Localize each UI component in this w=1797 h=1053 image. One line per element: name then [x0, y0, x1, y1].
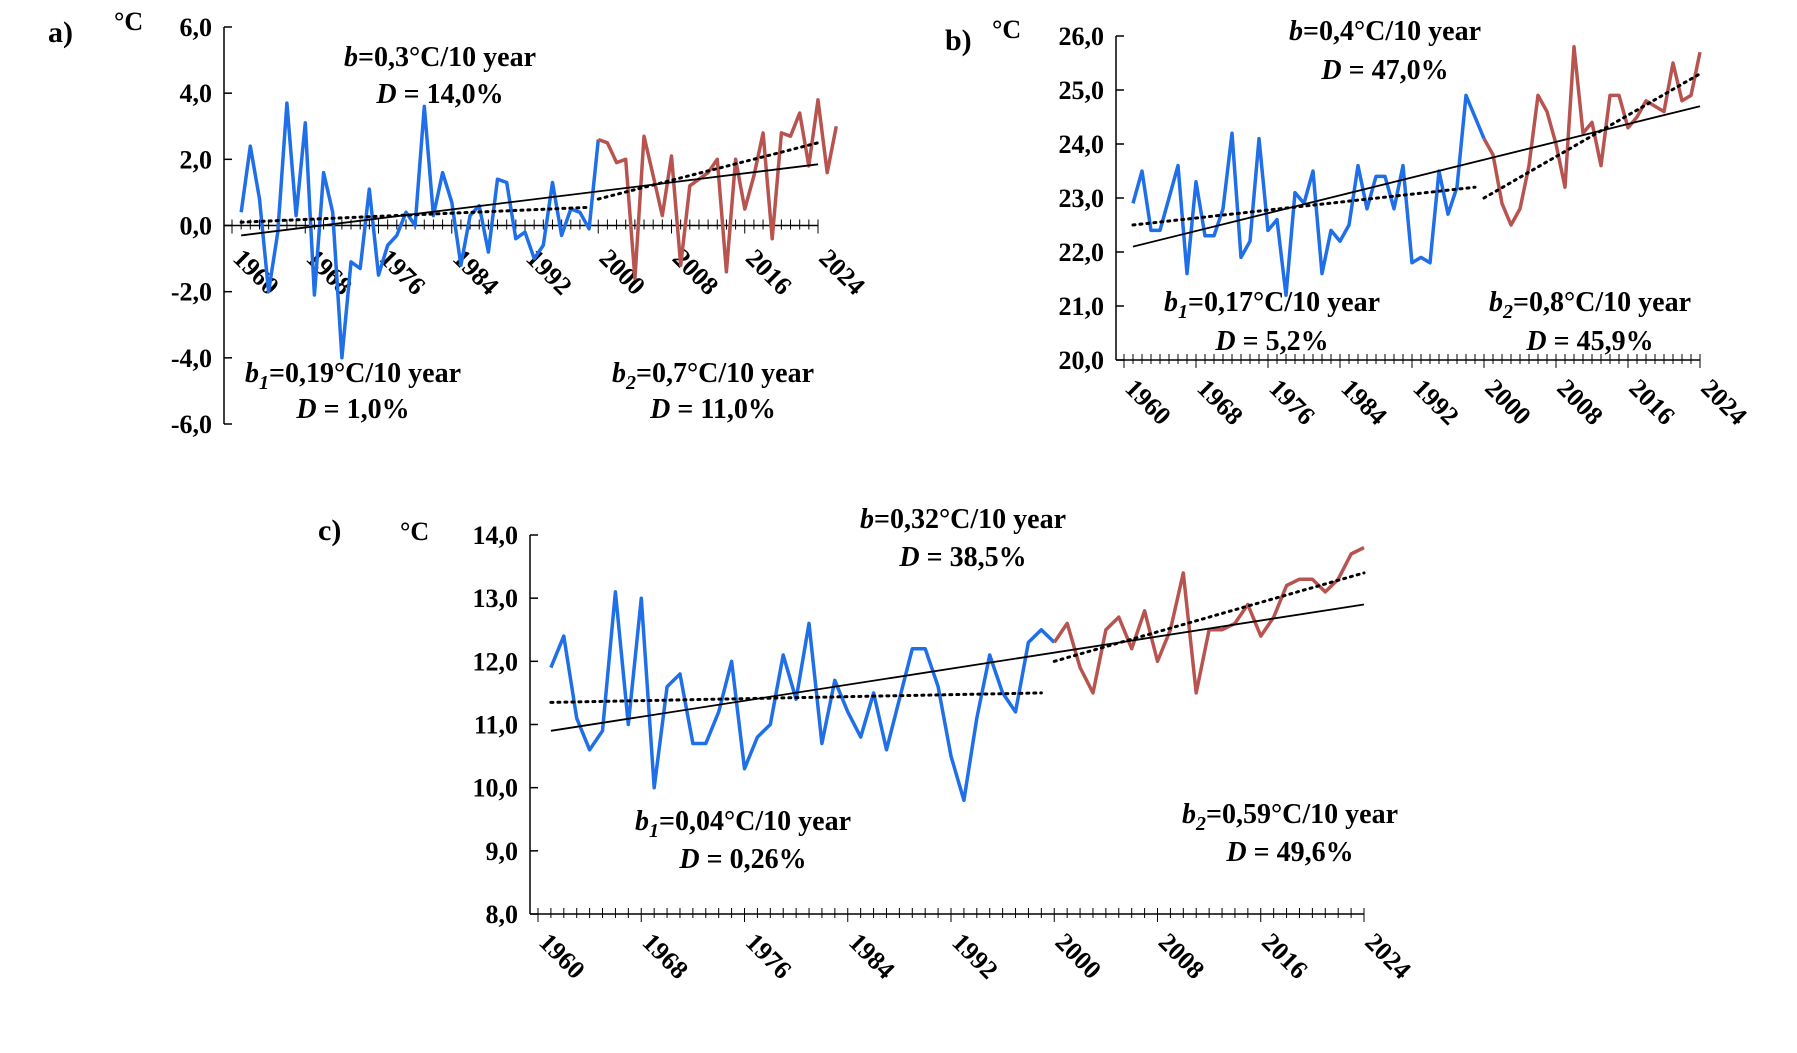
period1-determination-b: D = 5,2% — [1214, 326, 1328, 357]
trend-line-overall — [241, 163, 819, 237]
trend-line-period1 — [549, 691, 1043, 704]
period1-determination-a: D = 1,0% — [295, 394, 409, 425]
y-unit-label-c: °C — [400, 517, 429, 546]
period2-slope-b: b2=0,8°C/10 year — [1489, 287, 1691, 323]
overall-slope-b: b=0,4°C/10 year — [1289, 16, 1481, 47]
y-tick-label: 4,0 — [180, 79, 213, 108]
trend-line-period1 — [1131, 185, 1477, 227]
panel-label-a: a) — [48, 16, 73, 49]
y-tick-label: -4,0 — [171, 344, 212, 373]
series-line-1960-1999 — [549, 590, 1056, 803]
y-unit-label-a: °C — [114, 7, 143, 36]
series-line-2000-2024 — [1052, 546, 1365, 695]
y-tick-label: -2,0 — [171, 278, 212, 307]
period1-slope-c: b1=0,04°C/10 year — [635, 806, 851, 842]
y-tick-label: 9,0 — [486, 837, 519, 866]
period1-slope-a: b1=0,19°C/10 year — [245, 358, 461, 394]
period2-determination-c: D = 49,6% — [1225, 837, 1353, 868]
overall-determination-b: D = 47,0% — [1320, 55, 1448, 86]
trend-line-period2 — [596, 141, 820, 201]
overall-slope-c: b=0,32°C/10 year — [860, 504, 1066, 535]
y-tick-label: -6,0 — [171, 410, 212, 439]
y-tick-label: 26,0 — [1059, 22, 1105, 51]
y-tick-label: 6,0 — [180, 13, 213, 42]
series-line-2000-2024 — [597, 98, 839, 281]
overall-slope-a: b=0,3°C/10 year — [344, 42, 536, 73]
period1-determination-c: D = 0,26% — [678, 844, 806, 875]
y-tick-label: 12,0 — [473, 647, 519, 676]
period2-slope-a: b2=0,7°C/10 year — [612, 358, 814, 394]
y-tick-label: 13,0 — [473, 584, 519, 613]
period2-determination-a: D = 11,0% — [649, 394, 776, 425]
y-tick-label: 2,0 — [180, 145, 213, 174]
period2-slope-c: b2=0,59°C/10 year — [1182, 799, 1398, 835]
y-unit-label-b: °C — [992, 15, 1021, 44]
period1-slope-b: b1=0,17°C/10 year — [1164, 287, 1380, 323]
series-line-2000-2024 — [1482, 45, 1702, 227]
y-tick-label: 14,0 — [473, 521, 519, 550]
y-tick-label: 22,0 — [1059, 238, 1105, 267]
series-line-1960-1999 — [239, 101, 601, 360]
panel-label-c: c) — [318, 514, 341, 547]
y-tick-label: 0,0 — [180, 212, 213, 241]
series-line-1960-1999 — [1131, 93, 1486, 297]
trend-line-period1 — [239, 205, 591, 224]
y-tick-label: 20,0 — [1059, 346, 1105, 375]
period2-determination-b: D = 45,9% — [1525, 326, 1653, 357]
y-tick-label: 25,0 — [1059, 76, 1105, 105]
chart-panel-c: c) °C b=0,32°C/10 year D = 38,5% b1=0,04… — [318, 504, 1417, 985]
y-tick-label: 21,0 — [1059, 292, 1105, 321]
y-tick-label: 10,0 — [473, 774, 519, 803]
overall-determination-a: D = 14,0% — [375, 79, 503, 110]
panel-label-b: b) — [945, 24, 972, 57]
y-tick-label: 23,0 — [1059, 184, 1105, 213]
trend-line-period2 — [1482, 72, 1702, 200]
y-tick-label: 8,0 — [486, 900, 519, 929]
trend-line-period2 — [1052, 571, 1366, 663]
y-tick-label: 11,0 — [474, 711, 518, 740]
y-tick-label: 24,0 — [1059, 130, 1105, 159]
overall-determination-c: D = 38,5% — [898, 542, 1026, 573]
trend-line-overall — [550, 603, 1365, 732]
